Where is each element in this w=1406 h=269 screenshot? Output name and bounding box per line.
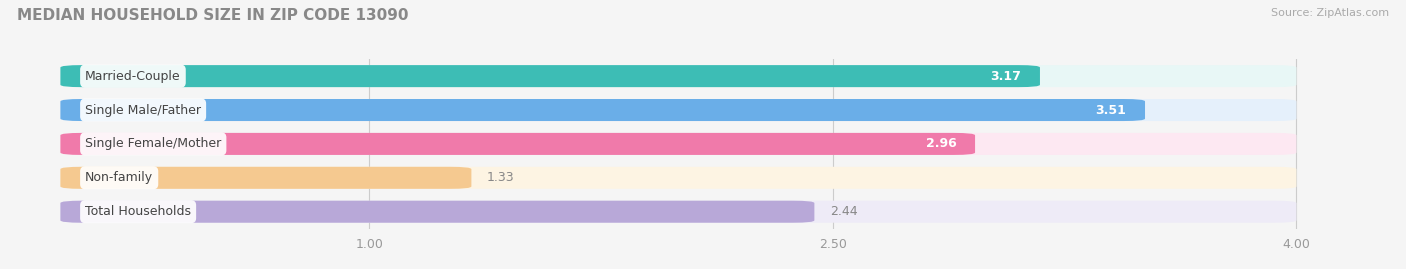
Text: 3.17: 3.17 <box>991 70 1021 83</box>
Text: MEDIAN HOUSEHOLD SIZE IN ZIP CODE 13090: MEDIAN HOUSEHOLD SIZE IN ZIP CODE 13090 <box>17 8 408 23</box>
FancyBboxPatch shape <box>60 65 1296 87</box>
Text: Single Male/Father: Single Male/Father <box>86 104 201 116</box>
FancyBboxPatch shape <box>60 65 1040 87</box>
Text: Married-Couple: Married-Couple <box>86 70 181 83</box>
Text: Non-family: Non-family <box>86 171 153 184</box>
Text: 1.33: 1.33 <box>486 171 515 184</box>
FancyBboxPatch shape <box>60 201 1296 223</box>
Text: 2.96: 2.96 <box>925 137 956 150</box>
FancyBboxPatch shape <box>60 99 1296 121</box>
FancyBboxPatch shape <box>60 201 814 223</box>
Text: 3.51: 3.51 <box>1095 104 1126 116</box>
Text: Total Households: Total Households <box>86 205 191 218</box>
FancyBboxPatch shape <box>60 133 976 155</box>
FancyBboxPatch shape <box>60 133 1296 155</box>
FancyBboxPatch shape <box>60 167 1296 189</box>
Text: Single Female/Mother: Single Female/Mother <box>86 137 221 150</box>
Text: 2.44: 2.44 <box>830 205 858 218</box>
FancyBboxPatch shape <box>60 167 471 189</box>
Text: Source: ZipAtlas.com: Source: ZipAtlas.com <box>1271 8 1389 18</box>
FancyBboxPatch shape <box>60 99 1144 121</box>
